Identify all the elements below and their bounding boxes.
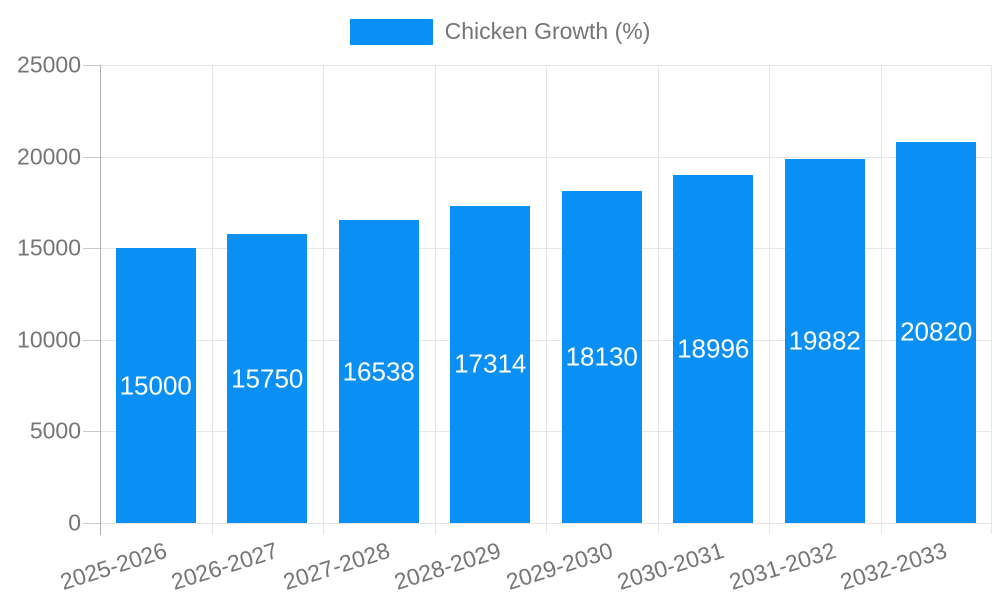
gridline-v (211, 65, 213, 523)
y-tick-label: 0 (68, 509, 81, 536)
y-tick-mark (83, 156, 100, 158)
x-tick-label: 2025-2026 (56, 537, 170, 595)
x-tick-label: 2027-2028 (279, 537, 393, 595)
x-tick-label: 2032-2033 (837, 537, 951, 595)
bar: 18996 (673, 175, 754, 523)
y-tick-mark (83, 339, 100, 341)
bar-value-label: 19882 (788, 325, 861, 356)
gridline-v (434, 65, 436, 523)
x-tick-mark (211, 523, 213, 534)
x-tick-label: 2031-2032 (725, 537, 839, 595)
gridline-v (657, 65, 659, 523)
x-tick-mark (434, 523, 436, 534)
y-tick-label: 25000 (17, 51, 81, 78)
legend-swatch (349, 18, 433, 45)
x-tick-label: 2029-2030 (502, 537, 616, 595)
y-tick-mark (83, 248, 100, 250)
bar: 19882 (784, 158, 865, 523)
legend-label: Chicken Growth (%) (444, 18, 651, 44)
bar-value-label: 15750 (231, 363, 304, 394)
y-tick-label: 10000 (17, 326, 81, 353)
gridline-v (323, 65, 324, 523)
gridline-v (880, 65, 882, 523)
bar-value-label: 15000 (119, 370, 192, 401)
gridline-v (546, 65, 547, 523)
bar: 15000 (115, 248, 196, 523)
bar-value-label: 18996 (677, 333, 750, 364)
y-tick-label: 20000 (17, 143, 81, 170)
x-tick-mark (991, 523, 992, 534)
y-tick-label: 15000 (17, 234, 81, 261)
y-tick-mark (83, 523, 100, 524)
x-tick-label: 2028-2029 (391, 537, 505, 595)
y-axis: 0 5000 10000 15000 20000 25000 (0, 52, 81, 536)
x-tick-label: 2030-2031 (614, 537, 728, 595)
bar: 15750 (227, 234, 308, 523)
x-tick-mark (546, 523, 547, 534)
bar-value-label: 18130 (565, 341, 638, 372)
y-tick-label: 5000 (29, 417, 81, 444)
x-tick-mark (657, 523, 659, 534)
bar-value-label: 20820 (900, 316, 973, 347)
bar: 17314 (450, 205, 531, 523)
bar: 18130 (561, 190, 642, 523)
y-tick-mark (83, 431, 100, 433)
gridline-v (769, 65, 770, 523)
bar-value-label: 17314 (454, 348, 527, 379)
y-tick-mark (83, 65, 100, 66)
x-tick-mark (880, 523, 882, 534)
plot-area: 15000 15750 16538 17314 18130 18996 19882 20820 (83, 65, 992, 535)
x-tick-mark (769, 523, 770, 534)
gridline-v (991, 65, 992, 523)
bar: 20820 (896, 141, 977, 523)
y-axis-line (100, 65, 101, 535)
x-tick-label: 2026-2027 (168, 537, 282, 595)
legend: Chicken Growth (%) (0, 18, 1000, 45)
x-tick-mark (323, 523, 324, 534)
bar: 16538 (338, 220, 419, 523)
bar-value-label: 16538 (342, 356, 415, 387)
